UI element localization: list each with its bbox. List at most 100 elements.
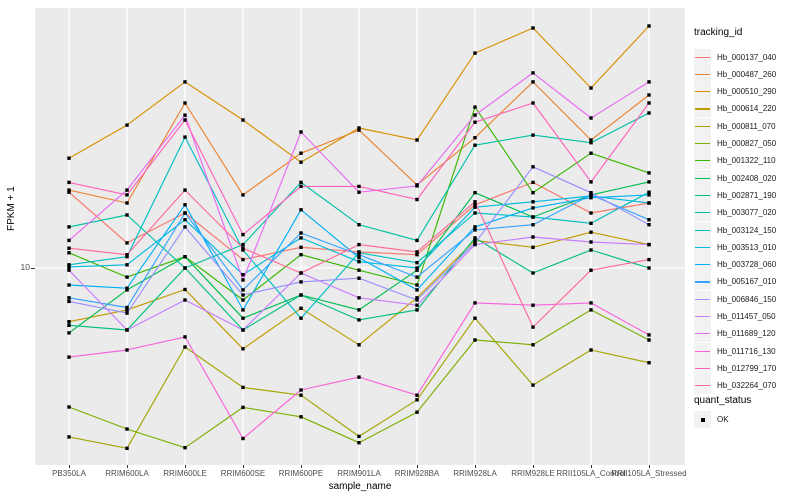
- data-point: [589, 230, 593, 234]
- x-tick-mark: [475, 465, 476, 468]
- x-tick-mark: [417, 465, 418, 468]
- data-point: [473, 242, 477, 247]
- data-point: [125, 286, 129, 290]
- data-point: [299, 130, 303, 134]
- data-point: [183, 298, 187, 302]
- data-point: [415, 393, 419, 397]
- data-point: [183, 135, 187, 139]
- data-point: [531, 343, 535, 347]
- data-point: [589, 141, 593, 145]
- x-tick-mark: [69, 465, 70, 468]
- legend-key-swatch: [694, 65, 711, 83]
- data-point: [67, 405, 71, 409]
- legend-item-Hb_000137_040: Hb_000137_040: [694, 48, 800, 66]
- x-tick-label-RRII105LA_Stressed: RRII105LA_Stressed: [611, 469, 687, 478]
- data-point: [589, 193, 593, 197]
- data-point: [647, 93, 651, 97]
- data-point: [183, 118, 187, 122]
- data-point: [125, 311, 129, 315]
- legend-key-swatch: [694, 411, 711, 428]
- legend-key-line: [695, 350, 710, 352]
- legend-label: Hb_003124_150: [717, 225, 777, 235]
- data-point: [241, 232, 245, 237]
- data-point: [125, 193, 129, 197]
- data-point: [589, 240, 593, 244]
- data-point: [589, 86, 593, 90]
- data-point: [531, 223, 535, 227]
- data-point: [67, 265, 71, 269]
- data-point: [473, 211, 477, 215]
- legend-key-swatch: [694, 48, 711, 66]
- data-point: [415, 303, 419, 307]
- data-point: [473, 143, 477, 147]
- legend-label: Hb_000614_220: [717, 104, 777, 114]
- data-point: [647, 171, 651, 175]
- legend-key-swatch: [694, 290, 711, 308]
- data-point: [647, 333, 651, 337]
- legend-item-Hb_011716_130: Hb_011716_130: [694, 342, 800, 360]
- data-point: [67, 435, 71, 439]
- legend-label: OK: [717, 415, 729, 424]
- data-point: [357, 260, 361, 264]
- data-point: [415, 266, 419, 270]
- data-point: [647, 201, 651, 205]
- data-point: [357, 242, 361, 247]
- data-point: [589, 191, 593, 195]
- data-point: [299, 388, 303, 392]
- legend-label: Hb_000137_040: [717, 52, 777, 62]
- data-point: [299, 208, 303, 212]
- data-point: [357, 375, 361, 379]
- data-point: [647, 361, 651, 365]
- x-axis-title: sample_name: [328, 481, 392, 492]
- legend-key-line: [695, 125, 710, 127]
- data-point: [67, 283, 71, 287]
- legend-item-quant-OK: OK: [694, 411, 800, 428]
- data-point: [299, 231, 303, 235]
- data-point: [299, 160, 303, 164]
- data-point: [531, 133, 535, 137]
- data-point: [531, 71, 535, 75]
- data-point: [647, 111, 651, 115]
- legend-key-line: [695, 73, 710, 75]
- data-point: [357, 256, 361, 260]
- data-point: [67, 156, 71, 160]
- legend-item-Hb_012799_170: Hb_012799_170: [694, 359, 800, 377]
- legend-item-Hb_000510_290: Hb_000510_290: [694, 83, 800, 101]
- legend-item-Hb_000827_050: Hb_000827_050: [694, 135, 800, 152]
- legend-label: Hb_012799_170: [717, 363, 777, 373]
- data-point: [299, 280, 303, 284]
- legend-item-Hb_003513_010: Hb_003513_010: [694, 238, 800, 256]
- data-point: [589, 196, 593, 200]
- data-point: [125, 305, 129, 310]
- data-point: [647, 242, 651, 247]
- data-point: [125, 263, 129, 267]
- data-point: [357, 190, 361, 194]
- x-tick-label-RRIM600LE: RRIM600LE: [163, 469, 207, 478]
- legend-item-Hb_001322_110: Hb_001322_110: [694, 152, 800, 170]
- legend-item-Hb_011457_050: Hb_011457_050: [694, 308, 800, 325]
- data-point: [241, 436, 245, 441]
- data-point: [299, 271, 303, 275]
- data-point: [647, 193, 651, 197]
- data-point: [415, 398, 419, 402]
- data-point: [531, 303, 535, 307]
- x-tick-label-RRIM928LE: RRIM928LE: [511, 469, 555, 478]
- legend-label: Hb_002871_190: [717, 190, 777, 200]
- data-point: [415, 298, 419, 302]
- data-point: [67, 296, 71, 300]
- legend-key-line: [695, 177, 710, 179]
- legend-key-line: [695, 316, 710, 318]
- data-point: [241, 288, 245, 292]
- legend-key-swatch: [694, 221, 711, 239]
- data-point: [183, 446, 187, 450]
- data-point: [241, 405, 245, 410]
- data-point: [241, 308, 245, 312]
- data-point: [241, 242, 245, 247]
- data-point: [589, 151, 593, 155]
- data-point: [531, 325, 535, 329]
- data-point: [241, 193, 245, 197]
- black-square-marker-icon: [700, 417, 705, 422]
- legend-key-line: [695, 108, 710, 110]
- legend-item-Hb_006846_150: Hb_006846_150: [694, 290, 800, 308]
- legend-label: Hb_011457_050: [717, 312, 776, 321]
